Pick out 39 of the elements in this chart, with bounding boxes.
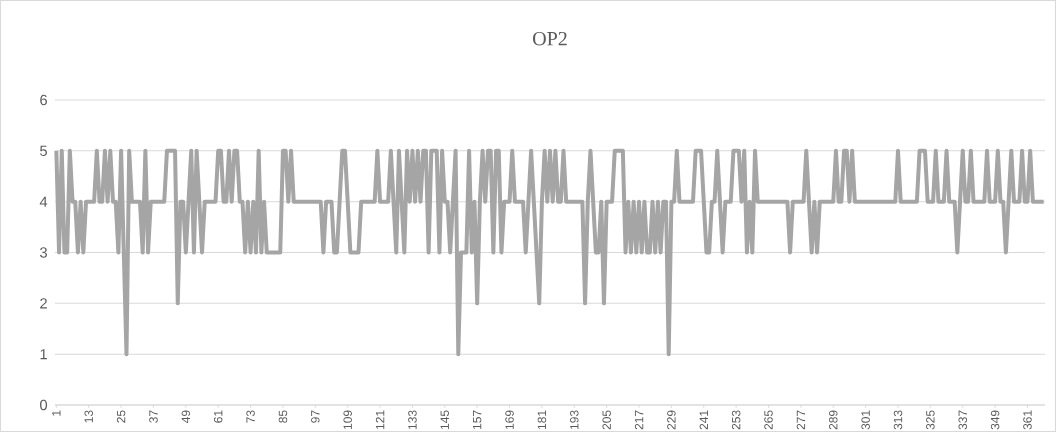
- x-tick-label: 205: [602, 410, 611, 430]
- x-tick-label: 85: [278, 410, 288, 423]
- y-tick-label: 1: [40, 349, 47, 360]
- x-tick-label: 241: [699, 410, 708, 430]
- y-tick-label: 2: [40, 298, 47, 309]
- y-tick-label: 5: [40, 145, 47, 156]
- x-tick-label: 229: [667, 410, 676, 430]
- y-tick-label: 3: [40, 247, 47, 258]
- x-tick-label: 1: [52, 410, 61, 416]
- x-tick-label: 181: [537, 410, 547, 430]
- x-tick-label: 13: [84, 410, 93, 423]
- x-tick-label: 109: [343, 410, 352, 430]
- x-tick-label: 145: [440, 410, 449, 430]
- y-tick-label: 4: [39, 196, 48, 207]
- x-tick-label: 157: [472, 410, 482, 430]
- x-tick-label: 349: [990, 410, 1000, 430]
- x-tick-label: 193: [570, 410, 579, 430]
- x-tick-label: 61: [213, 410, 223, 423]
- x-tick-label: 73: [246, 410, 255, 423]
- x-tick-label: 25: [116, 410, 126, 423]
- x-tick-label: 325: [926, 410, 935, 430]
- x-tick-label: 37: [149, 410, 158, 423]
- x-tick-label: 49: [181, 410, 191, 424]
- y-tick-label: 6: [40, 94, 47, 106]
- x-tick-label: 97: [311, 410, 320, 423]
- y-tick-label: 0: [40, 399, 48, 411]
- x-tick-label: 169: [505, 410, 514, 430]
- x-tick-label: 277: [796, 410, 806, 430]
- chart-title: OP2: [533, 31, 567, 46]
- x-tick-label: 361: [1023, 410, 1032, 430]
- x-tick-label: 253: [731, 410, 741, 430]
- x-tick-label: 217: [634, 410, 644, 430]
- x-tick-label: 133: [408, 410, 417, 430]
- x-tick-label: 337: [958, 410, 967, 430]
- x-tick-label: 265: [764, 410, 773, 430]
- x-tick-label: 313: [893, 410, 903, 430]
- x-tick-label: 289: [829, 410, 838, 430]
- x-tick-label: 301: [861, 410, 870, 430]
- x-tick-label: 121: [375, 410, 385, 430]
